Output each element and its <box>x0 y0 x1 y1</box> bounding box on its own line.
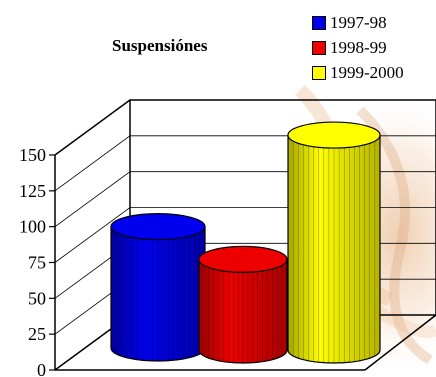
bar-1999-2000 <box>287 121 381 364</box>
y-tick-label: 100 <box>19 217 46 237</box>
bar-body <box>198 258 288 364</box>
gridline-diagonal <box>54 207 131 263</box>
legend-item: 1999-2000 <box>312 60 404 85</box>
bar-top <box>110 213 206 241</box>
y-tick-label: 50 <box>28 288 46 308</box>
y-tick-label: 75 <box>28 253 46 273</box>
y-tick-label: 150 <box>19 145 46 165</box>
y-tick-label: 125 <box>19 181 46 201</box>
gridline-diagonal <box>54 99 131 156</box>
bar-1998-99 <box>198 245 288 364</box>
legend-label: 1998-99 <box>330 37 387 57</box>
bar-top <box>287 121 381 149</box>
bar-1997-98 <box>110 213 206 362</box>
gridline-diagonal <box>54 135 131 192</box>
legend-swatch <box>312 40 326 55</box>
legend-item: 1997-98 <box>312 10 404 35</box>
legend-swatch <box>312 15 326 30</box>
bar-top <box>198 245 288 273</box>
gridline-diagonal <box>54 171 131 227</box>
y-tick-label: 0 <box>37 360 46 377</box>
y-axis: 0 25 50 75 100 125 150 <box>19 145 56 377</box>
chart-title: Suspensiónes <box>112 36 208 55</box>
bar-body <box>287 134 381 364</box>
floor-right-edge <box>364 314 436 371</box>
legend-item: 1998-99 <box>312 35 404 60</box>
bars <box>110 121 381 364</box>
legend-label: 1999-2000 <box>330 62 404 82</box>
legend-label: 1997-98 <box>330 12 387 32</box>
legend-swatch <box>312 65 326 80</box>
y-tick-label: 25 <box>28 324 46 344</box>
legend: 1997-98 1998-99 1999-2000 <box>312 10 404 85</box>
